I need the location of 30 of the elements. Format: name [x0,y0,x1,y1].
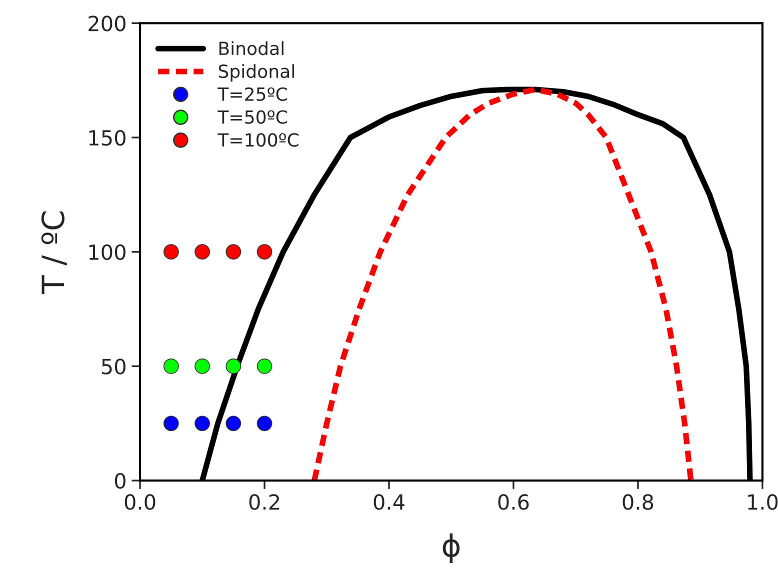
x-tick-label: 0.6 [498,494,529,510]
y-tick-label: 50 [102,358,126,374]
point [256,358,272,374]
point [163,416,179,432]
point [256,416,272,432]
point [226,358,242,374]
legend-label: Binodal [219,41,284,56]
y-tick-label: 200 [88,16,126,32]
x-tick-label: 0.0 [124,494,156,510]
y-tick-label: 100 [89,244,126,260]
point [163,358,179,374]
x-axis-title: ϕ [442,533,460,563]
y-axis-title: T / ºC [41,211,67,294]
point [194,244,210,260]
y-tick-label: 150 [89,130,126,146]
x-tick-label: 0.4 [374,494,404,510]
legend-label: T=50ºC [218,110,287,124]
x-tick-label: 1.0 [748,494,778,510]
point [226,416,242,432]
point [256,244,272,260]
legend-label: T=25ºC [218,87,287,101]
x-tick-label: 0.8 [622,494,654,510]
point [163,244,179,260]
point [194,416,210,432]
point [226,244,242,260]
point [194,358,210,374]
y-tick-label: 0 [114,473,126,489]
legend-label: T=100ºC [218,133,298,147]
x-tick-label: 0.2 [249,494,279,510]
legend-label: Spidonal [218,64,294,82]
